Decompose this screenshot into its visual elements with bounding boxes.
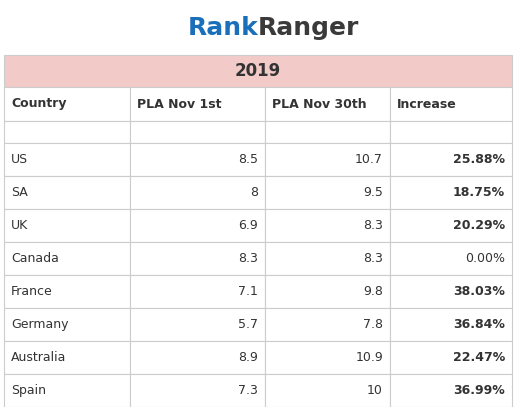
Bar (4, 176, 130, 209)
Bar (130, 209, 265, 242)
Text: US: US (11, 153, 28, 166)
Text: Increase: Increase (397, 98, 457, 110)
Text: Germany: Germany (11, 318, 69, 331)
Bar (265, 121, 390, 143)
Bar (4, 341, 130, 374)
Bar (130, 176, 265, 209)
Text: SA: SA (11, 186, 28, 199)
Text: PLA Nov 1st: PLA Nov 1st (137, 98, 221, 110)
Text: 7.8: 7.8 (363, 318, 383, 331)
Text: 10.7: 10.7 (355, 153, 383, 166)
Bar (265, 87, 390, 121)
Bar (390, 87, 512, 121)
Text: 8.5: 8.5 (238, 153, 258, 166)
Bar (390, 143, 512, 176)
Text: 18.75%: 18.75% (453, 186, 505, 199)
Text: Country: Country (11, 98, 67, 110)
Bar (4, 275, 130, 308)
Bar (265, 242, 390, 275)
Text: 36.84%: 36.84% (453, 318, 505, 331)
Text: 10: 10 (367, 384, 383, 397)
Text: 8.3: 8.3 (363, 252, 383, 265)
Bar (390, 121, 512, 143)
Text: 7.3: 7.3 (238, 384, 258, 397)
Bar (4, 242, 130, 275)
Text: PLA Nov 30th: PLA Nov 30th (272, 98, 367, 110)
Bar (390, 341, 512, 374)
Text: 9.5: 9.5 (363, 186, 383, 199)
Bar (130, 308, 265, 341)
Bar (265, 143, 390, 176)
Bar (4, 55, 512, 87)
Bar (265, 209, 390, 242)
Text: 5.7: 5.7 (238, 318, 258, 331)
Bar (390, 275, 512, 308)
Bar (130, 374, 265, 407)
Text: 22.47%: 22.47% (453, 351, 505, 364)
Text: 25.88%: 25.88% (453, 153, 505, 166)
Bar (130, 275, 265, 308)
Bar (265, 374, 390, 407)
Text: 6.9: 6.9 (238, 219, 258, 232)
Bar (265, 341, 390, 374)
Bar (390, 209, 512, 242)
Text: 9.8: 9.8 (363, 285, 383, 298)
Text: 8.3: 8.3 (238, 252, 258, 265)
Bar (4, 374, 130, 407)
Bar (265, 176, 390, 209)
Bar (130, 242, 265, 275)
Text: 20.29%: 20.29% (453, 219, 505, 232)
Bar (390, 242, 512, 275)
Text: UK: UK (11, 219, 28, 232)
Text: 7.1: 7.1 (238, 285, 258, 298)
Bar (130, 143, 265, 176)
Text: 36.99%: 36.99% (453, 384, 505, 397)
Text: Rank: Rank (187, 16, 258, 40)
Bar (130, 341, 265, 374)
Bar (4, 209, 130, 242)
Text: Australia: Australia (11, 351, 67, 364)
Bar (130, 87, 265, 121)
Text: 10.9: 10.9 (355, 351, 383, 364)
Bar (265, 275, 390, 308)
Text: Spain: Spain (11, 384, 46, 397)
Text: 38.03%: 38.03% (453, 285, 505, 298)
Bar (4, 308, 130, 341)
Text: Ranger: Ranger (258, 16, 359, 40)
Bar (4, 143, 130, 176)
Text: 8: 8 (250, 186, 258, 199)
Text: 8.3: 8.3 (363, 219, 383, 232)
Text: France: France (11, 285, 53, 298)
Text: 8.9: 8.9 (238, 351, 258, 364)
Bar (4, 121, 130, 143)
Bar (130, 121, 265, 143)
Text: Canada: Canada (11, 252, 59, 265)
Bar (4, 87, 130, 121)
Bar (265, 308, 390, 341)
Bar (390, 374, 512, 407)
Bar (390, 308, 512, 341)
Text: 2019: 2019 (235, 62, 281, 80)
Bar (390, 176, 512, 209)
Text: 0.00%: 0.00% (465, 252, 505, 265)
